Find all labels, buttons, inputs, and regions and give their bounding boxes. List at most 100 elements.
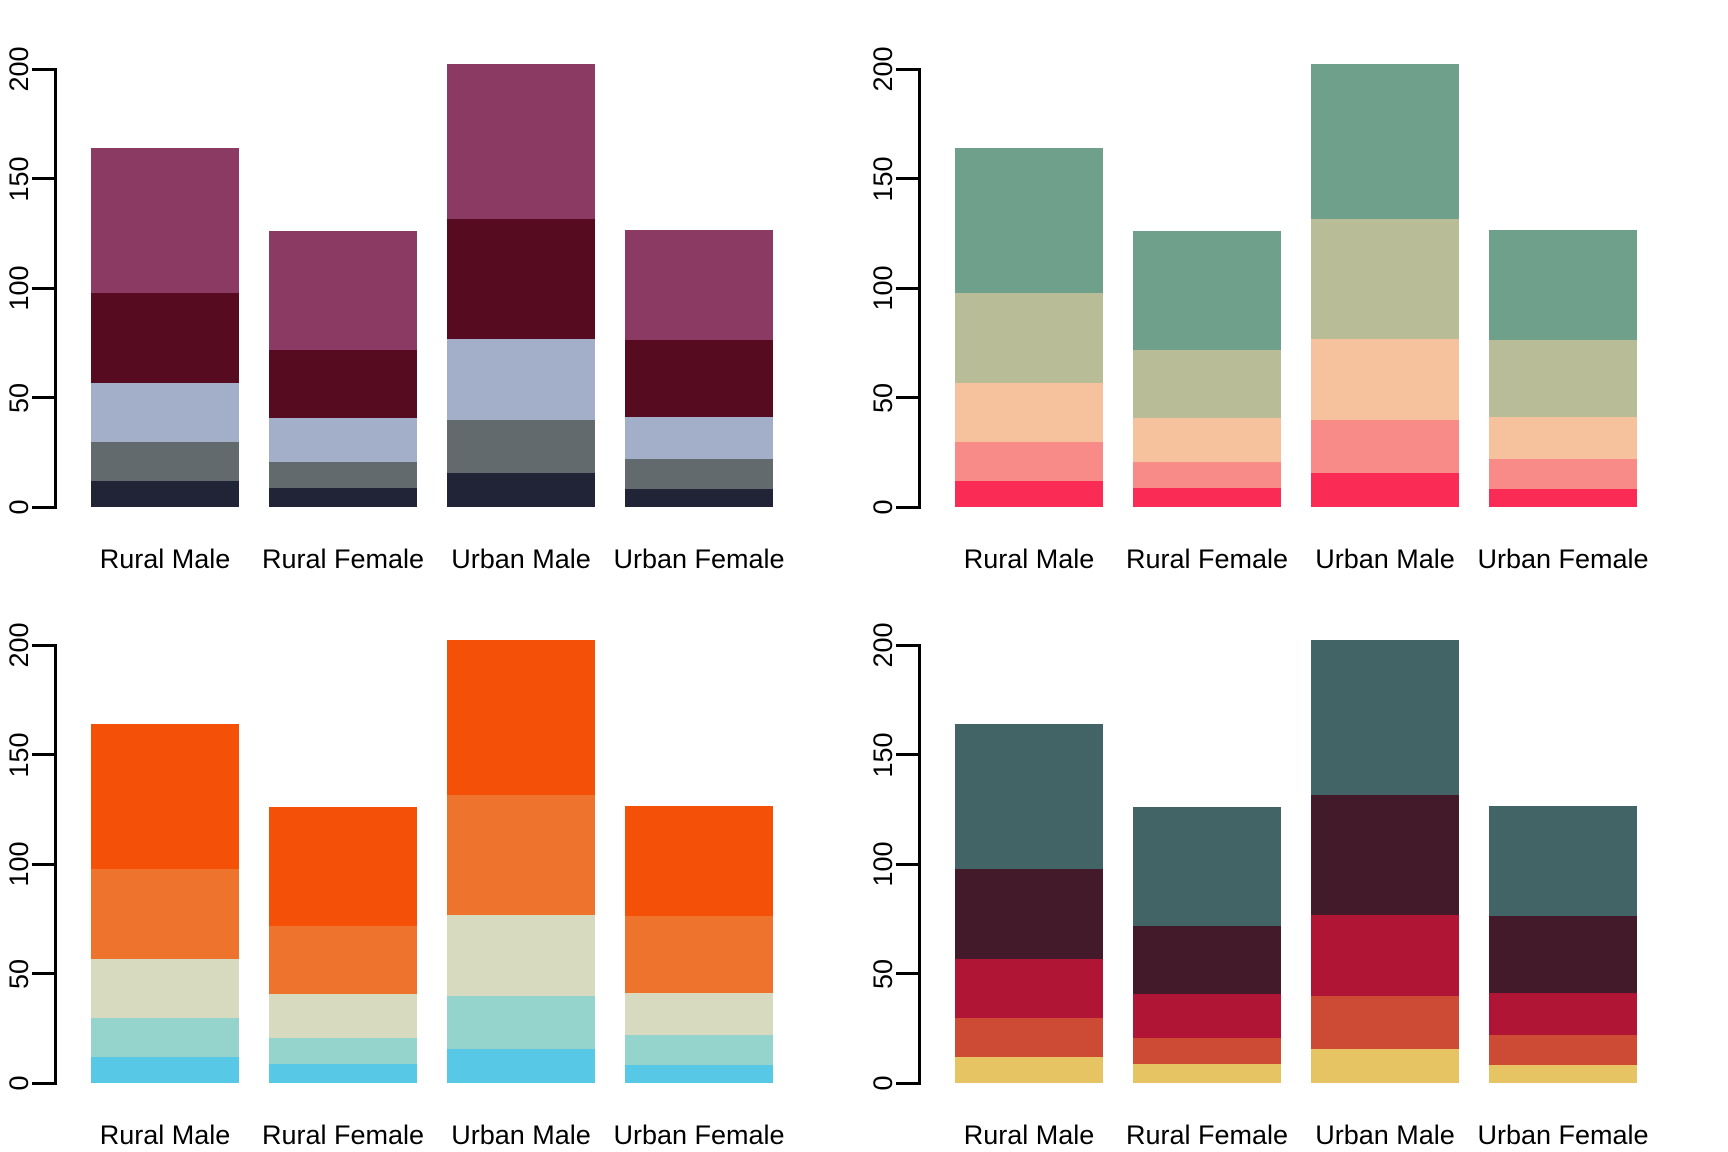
bar-segment-rural-male-1 <box>91 1057 239 1083</box>
bar-segment-rural-male-2 <box>955 441 1103 482</box>
y-tick-label: 200 <box>4 622 34 668</box>
bar-segment-urban-female-1 <box>625 488 773 507</box>
category-label: Urban Female <box>1477 1120 1649 1150</box>
bar-segment-rural-female-1 <box>1133 487 1281 507</box>
y-axis-tick <box>32 862 54 866</box>
bar-segment-rural-female-5 <box>1133 231 1281 351</box>
bar-segment-urban-female-5 <box>625 806 773 916</box>
y-axis-tick <box>896 862 918 866</box>
bar-segment-urban-male-3 <box>447 339 595 421</box>
y-tick-label: 200 <box>868 622 898 668</box>
category-label: Urban Male <box>1315 1120 1455 1150</box>
bar-segment-urban-male-3 <box>1311 339 1459 421</box>
bar-segment-urban-male-2 <box>447 420 595 474</box>
y-tick-label: 0 <box>4 1075 34 1091</box>
bar-segment-rural-male-4 <box>91 869 239 959</box>
y-tick-label: 150 <box>4 155 34 202</box>
chart-panel-top-right: 0 50 100 150 200 Rural Male Rural Female Urban … <box>864 0 1728 576</box>
category-label: Urban Female <box>613 1120 785 1150</box>
y-tick-label: 50 <box>868 958 898 989</box>
bar-segment-rural-female-3 <box>1133 993 1281 1039</box>
bar-segment-urban-male-3 <box>447 915 595 997</box>
bar-segment-rural-male-3 <box>91 958 239 1018</box>
bar-segment-urban-male-4 <box>1311 219 1459 339</box>
bar-segment-rural-male-2 <box>91 441 239 482</box>
bar-segment-urban-female-2 <box>1489 1034 1637 1065</box>
bar-segment-rural-female-4 <box>1133 926 1281 994</box>
bar-segment-urban-male-1 <box>447 1049 595 1083</box>
y-tick-label: 0 <box>4 499 34 515</box>
y-tick-label: 100 <box>4 265 34 311</box>
bar-segment-urban-female-3 <box>1489 992 1637 1035</box>
bar-segment-rural-female-3 <box>269 993 417 1039</box>
y-axis-tick <box>32 1081 54 1085</box>
bar-segment-rural-male-5 <box>955 724 1103 870</box>
y-tick-label: 150 <box>868 731 898 778</box>
y-tick-label: 150 <box>868 155 898 202</box>
bar-segment-rural-female-1 <box>269 1063 417 1083</box>
bar-segment-rural-female-4 <box>269 926 417 994</box>
y-tick-label: 50 <box>868 382 898 413</box>
bar-segment-urban-male-1 <box>1311 473 1459 507</box>
y-axis-line <box>54 643 57 1085</box>
category-label: Rural Male <box>963 544 1095 574</box>
y-axis-tick <box>896 396 918 399</box>
category-label: Rural Female <box>261 544 425 574</box>
y-tick-label: 200 <box>868 46 898 92</box>
bar-segment-urban-male-5 <box>447 63 595 220</box>
bar-segment-rural-female-1 <box>269 487 417 507</box>
y-axis-tick <box>896 1081 918 1085</box>
y-tick-label: 200 <box>4 46 34 92</box>
y-axis-tick <box>32 67 54 71</box>
y-axis-line <box>54 67 57 509</box>
y-tick-label: 100 <box>868 841 898 887</box>
y-tick-label: 100 <box>868 265 898 311</box>
y-axis-tick <box>32 753 54 756</box>
y-axis-tick <box>32 286 54 290</box>
y-tick-label: 0 <box>868 499 898 515</box>
bar-segment-rural-male-4 <box>955 869 1103 959</box>
bar-segment-rural-male-1 <box>955 1057 1103 1083</box>
category-label: Urban Male <box>451 1120 591 1150</box>
y-tick-label: 50 <box>4 382 34 413</box>
y-tick-label: 100 <box>4 841 34 887</box>
category-label: Rural Female <box>1125 544 1289 574</box>
y-axis-tick <box>32 396 54 399</box>
bar-segment-urban-female-4 <box>1489 915 1637 993</box>
bar-segment-urban-female-3 <box>625 992 773 1035</box>
category-label: Rural Male <box>963 1120 1095 1150</box>
bar-segment-urban-male-4 <box>1311 795 1459 915</box>
bar-segment-rural-female-4 <box>269 350 417 418</box>
chart-panel-bottom-right: 0 50 100 150 200 Rural Male Rural Female Urban … <box>864 576 1728 1152</box>
bar-segment-urban-male-1 <box>447 473 595 507</box>
category-label: Rural Female <box>261 1120 425 1150</box>
bar-segment-urban-female-4 <box>1489 339 1637 417</box>
bar-segment-rural-female-2 <box>269 1038 417 1064</box>
bar-segment-urban-female-1 <box>625 1064 773 1083</box>
bar-segment-urban-female-4 <box>625 339 773 417</box>
bar-segment-urban-male-1 <box>1311 1049 1459 1083</box>
y-axis-tick <box>32 972 54 975</box>
bar-segment-rural-male-3 <box>955 382 1103 442</box>
bar-segment-rural-female-5 <box>1133 807 1281 927</box>
bar-segment-rural-female-2 <box>1133 1038 1281 1064</box>
bar-segment-rural-male-1 <box>955 481 1103 507</box>
y-tick-label: 50 <box>4 958 34 989</box>
bar-segment-rural-male-3 <box>955 958 1103 1018</box>
y-axis-tick <box>896 286 918 290</box>
bar-segment-urban-female-2 <box>625 1034 773 1065</box>
bar-segment-rural-male-2 <box>955 1017 1103 1058</box>
category-label: Urban Female <box>1477 544 1649 574</box>
bar-segment-urban-female-3 <box>625 416 773 459</box>
category-label: Urban Male <box>1315 544 1455 574</box>
bar-segment-rural-male-3 <box>91 382 239 442</box>
bar-segment-urban-female-5 <box>625 230 773 340</box>
bar-segment-urban-male-5 <box>1311 63 1459 220</box>
y-axis-tick <box>896 505 918 509</box>
bar-segment-urban-male-5 <box>447 639 595 796</box>
bar-segment-rural-female-2 <box>1133 462 1281 488</box>
bar-segment-rural-male-2 <box>91 1017 239 1058</box>
bar-segment-rural-female-3 <box>1133 417 1281 463</box>
bar-segment-urban-male-2 <box>1311 996 1459 1050</box>
